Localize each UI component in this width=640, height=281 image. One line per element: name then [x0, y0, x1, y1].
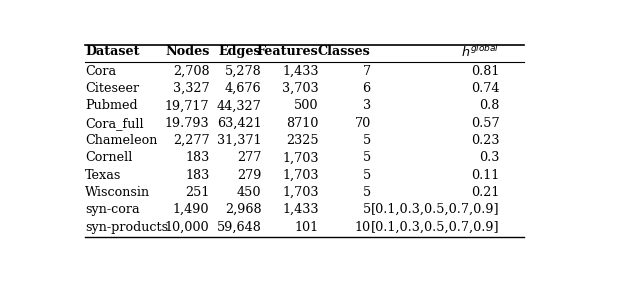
Text: Features: Features	[257, 46, 319, 58]
Text: 0.81: 0.81	[471, 65, 500, 78]
Text: 5: 5	[362, 186, 371, 199]
Text: Texas: Texas	[85, 169, 122, 182]
Text: 5: 5	[362, 134, 371, 147]
Text: 1,703: 1,703	[282, 169, 319, 182]
Text: 1,703: 1,703	[282, 151, 319, 164]
Text: 5,278: 5,278	[225, 65, 262, 78]
Text: 0.21: 0.21	[471, 186, 500, 199]
Text: 251: 251	[185, 186, 209, 199]
Text: 31,371: 31,371	[217, 134, 262, 147]
Text: Chameleon: Chameleon	[85, 134, 157, 147]
Text: 450: 450	[237, 186, 262, 199]
Text: 19.793: 19.793	[165, 117, 209, 130]
Text: 101: 101	[294, 221, 319, 234]
Text: 3,327: 3,327	[173, 82, 209, 95]
Text: 7: 7	[362, 65, 371, 78]
Text: 70: 70	[355, 117, 371, 130]
Text: 1,433: 1,433	[282, 203, 319, 216]
Text: 3: 3	[362, 99, 371, 112]
Text: 0.11: 0.11	[472, 169, 500, 182]
Text: 279: 279	[237, 169, 262, 182]
Text: 0.23: 0.23	[471, 134, 500, 147]
Text: 10: 10	[355, 221, 371, 234]
Text: Citeseer: Citeseer	[85, 82, 139, 95]
Text: Cora_full: Cora_full	[85, 117, 143, 130]
Text: Classes: Classes	[318, 46, 371, 58]
Text: 3,703: 3,703	[282, 82, 319, 95]
Text: 2,968: 2,968	[225, 203, 262, 216]
Text: 4,676: 4,676	[225, 82, 262, 95]
Text: 0.57: 0.57	[471, 117, 500, 130]
Text: 19,717: 19,717	[165, 99, 209, 112]
Text: Dataset: Dataset	[85, 46, 140, 58]
Text: 1,703: 1,703	[282, 186, 319, 199]
Text: Cornell: Cornell	[85, 151, 132, 164]
Text: 183: 183	[185, 151, 209, 164]
Text: 0.3: 0.3	[479, 151, 500, 164]
Text: syn-cora: syn-cora	[85, 203, 140, 216]
Text: Edges: Edges	[219, 46, 262, 58]
Text: 5: 5	[362, 203, 371, 216]
Text: 6: 6	[362, 82, 371, 95]
Text: 10,000: 10,000	[165, 221, 209, 234]
Text: Nodes: Nodes	[165, 46, 209, 58]
Text: $h^{\mathit{global}}$: $h^{\mathit{global}}$	[461, 44, 500, 60]
Text: 500: 500	[294, 99, 319, 112]
Text: 5: 5	[362, 151, 371, 164]
Text: 1,433: 1,433	[282, 65, 319, 78]
Text: Pubmed: Pubmed	[85, 99, 138, 112]
Text: [0.1,0.3,0.5,0.7,0.9]: [0.1,0.3,0.5,0.7,0.9]	[371, 203, 500, 216]
Text: 0.8: 0.8	[479, 99, 500, 112]
Text: 8710: 8710	[286, 117, 319, 130]
Text: 44,327: 44,327	[217, 99, 262, 112]
Text: 5: 5	[362, 169, 371, 182]
Text: 2,277: 2,277	[173, 134, 209, 147]
Text: 183: 183	[185, 169, 209, 182]
Text: 277: 277	[237, 151, 262, 164]
Text: 2325: 2325	[286, 134, 319, 147]
Text: 0.74: 0.74	[471, 82, 500, 95]
Text: 1,490: 1,490	[173, 203, 209, 216]
Text: 59,648: 59,648	[217, 221, 262, 234]
Text: syn-products: syn-products	[85, 221, 168, 234]
Text: [0.1,0.3,0.5,0.7,0.9]: [0.1,0.3,0.5,0.7,0.9]	[371, 221, 500, 234]
Text: Cora: Cora	[85, 65, 116, 78]
Text: 63,421: 63,421	[217, 117, 262, 130]
Text: 2,708: 2,708	[173, 65, 209, 78]
Text: Wisconsin: Wisconsin	[85, 186, 150, 199]
